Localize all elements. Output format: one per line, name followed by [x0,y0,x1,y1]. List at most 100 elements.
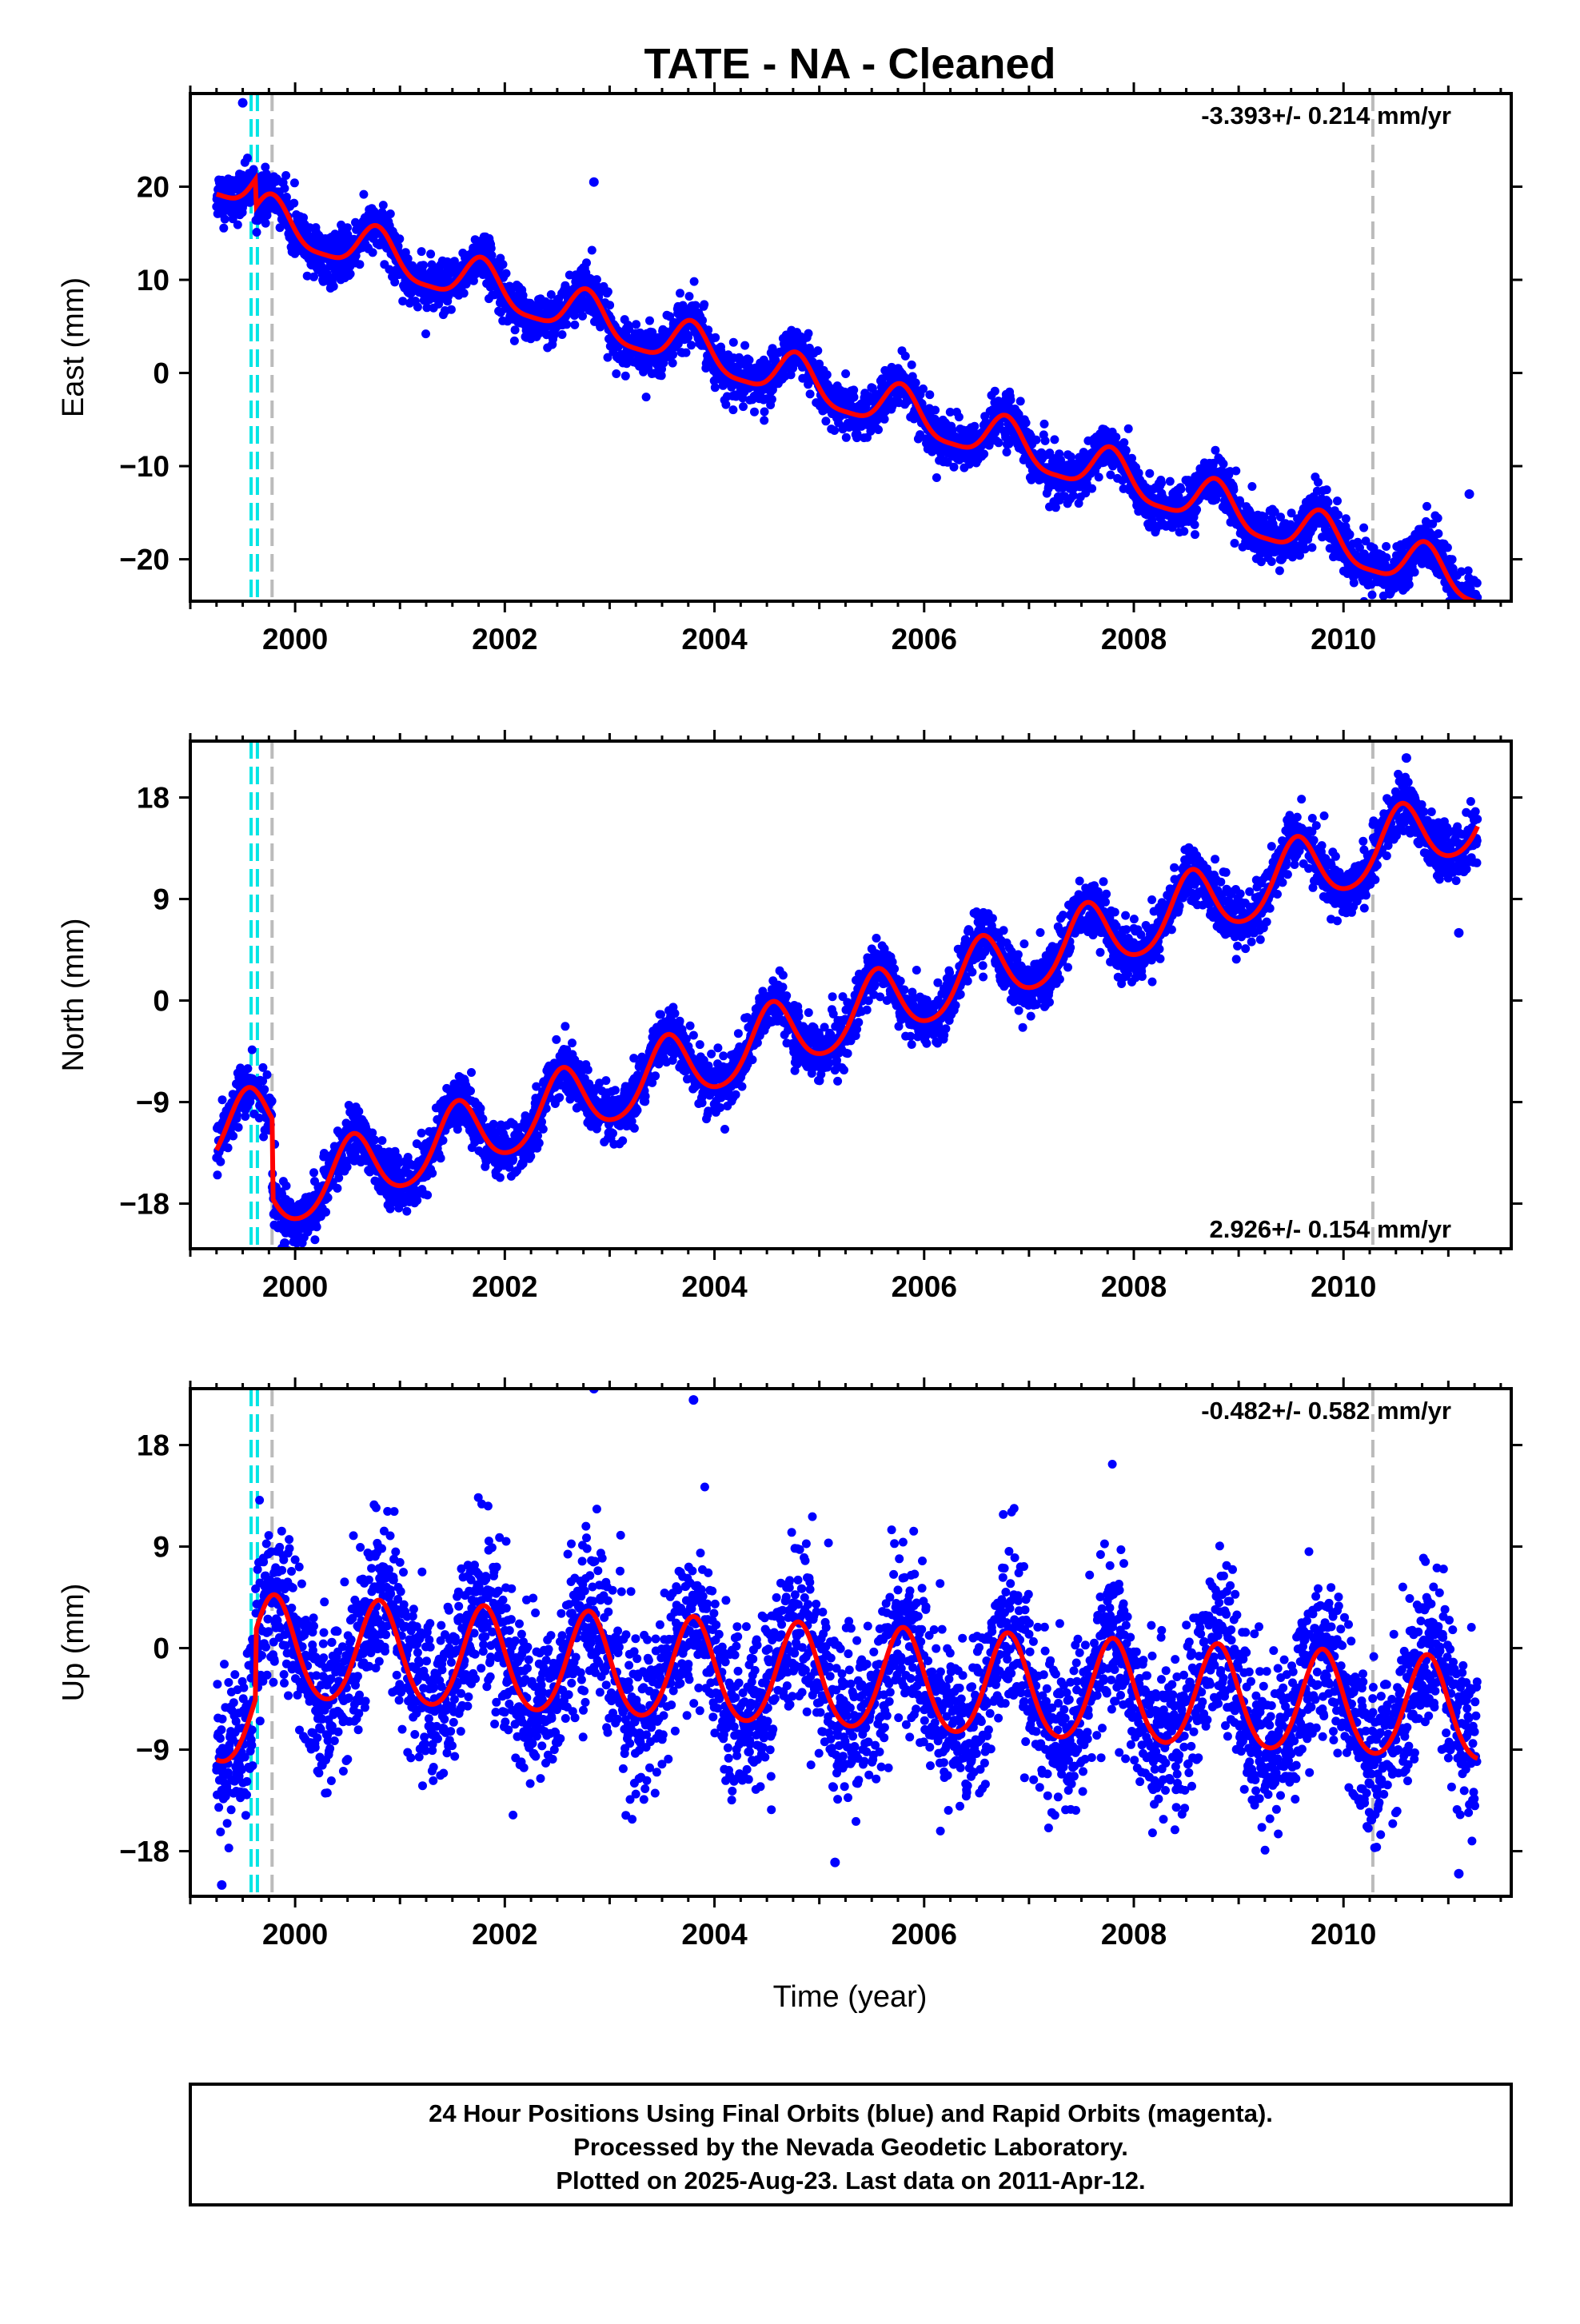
data-point [728,405,737,414]
data-point [955,413,964,421]
data-point [562,320,571,329]
data-point [676,289,684,297]
data-point [1145,469,1154,478]
y-tick-label: −10 [119,450,170,483]
data-point [417,1129,426,1138]
data-point [282,1182,291,1190]
data-point [685,292,694,301]
data-point [711,333,720,342]
data-point [804,329,813,338]
data-point [1032,436,1041,444]
x-tick-label: 2010 [1311,623,1376,656]
data-point [1458,603,1467,612]
data-point [668,359,677,368]
data-point [263,1070,272,1079]
data-point [1275,566,1284,575]
data-point [1448,555,1457,564]
data-point [880,415,889,424]
data-point [739,402,748,411]
data-point [1095,472,1103,481]
data-point [395,234,404,243]
data-point [426,249,435,258]
data-point [1462,610,1470,619]
data-point [1410,568,1419,576]
data-points-east [212,98,1482,635]
data-point [253,228,261,237]
data-point [234,1123,243,1132]
data-point [1467,616,1476,625]
data-point [437,1154,445,1162]
data-point [1472,602,1481,611]
data-point [1422,502,1431,511]
data-point [1460,602,1469,611]
data-point [570,321,579,329]
data-point [740,341,749,350]
data-point [310,1235,319,1244]
data-point [447,305,456,314]
y-tick-label: 20 [137,171,170,204]
data-point [218,1095,227,1104]
data-point [1229,485,1238,494]
data-point [417,247,426,256]
data-point [1471,621,1480,630]
data-point [687,341,696,349]
data-point [1466,610,1475,619]
data-point [995,438,1003,447]
data-point [760,416,768,425]
data-point [355,260,364,269]
data-point [460,289,469,297]
data-point [229,1132,237,1141]
y-tick-label: 10 [137,264,170,297]
data-point [874,425,883,434]
data-point [499,260,508,269]
y-axis-label: East (mm) [57,277,90,417]
data-point [1459,615,1468,624]
data-point [1003,448,1011,456]
data-point [1342,514,1351,523]
y-tick-label: 0 [153,357,170,390]
data-point [369,248,377,257]
data-point [248,1046,257,1054]
data-point [745,356,754,365]
data-point [1382,542,1390,551]
data-point [261,219,270,228]
data-point [1307,543,1316,552]
data-point [1191,520,1199,529]
chart-title: TATE - NA - Cleaned [644,40,1055,88]
data-point [1350,579,1359,588]
x-tick-label: 2006 [892,623,957,656]
data-point [354,1107,363,1116]
data-point [925,390,934,399]
data-point [333,1184,341,1193]
data-point [612,369,620,378]
data-point [502,269,511,278]
data-point [290,178,299,187]
data-point [950,463,959,472]
data-point [1382,553,1390,562]
data-point [1453,612,1462,621]
data-point [1334,511,1343,520]
data-point [346,269,355,278]
data-point [1211,446,1220,455]
data-point [390,277,399,286]
data-point [1231,539,1239,548]
data-point [439,1136,448,1145]
data-point [711,383,720,392]
data-point [768,395,776,404]
data-point [850,393,859,401]
data-point [1314,478,1323,487]
data-point [970,422,979,431]
data-point [750,408,759,417]
data-point [991,387,999,396]
data-point [604,287,612,296]
data-point [413,303,422,312]
data-point [1368,591,1377,600]
data-point [919,385,928,393]
data-point [1346,530,1355,539]
outlier-point [589,177,599,187]
data-point [932,473,941,482]
data-point [510,337,519,345]
x-tick-label: 2004 [681,623,748,656]
